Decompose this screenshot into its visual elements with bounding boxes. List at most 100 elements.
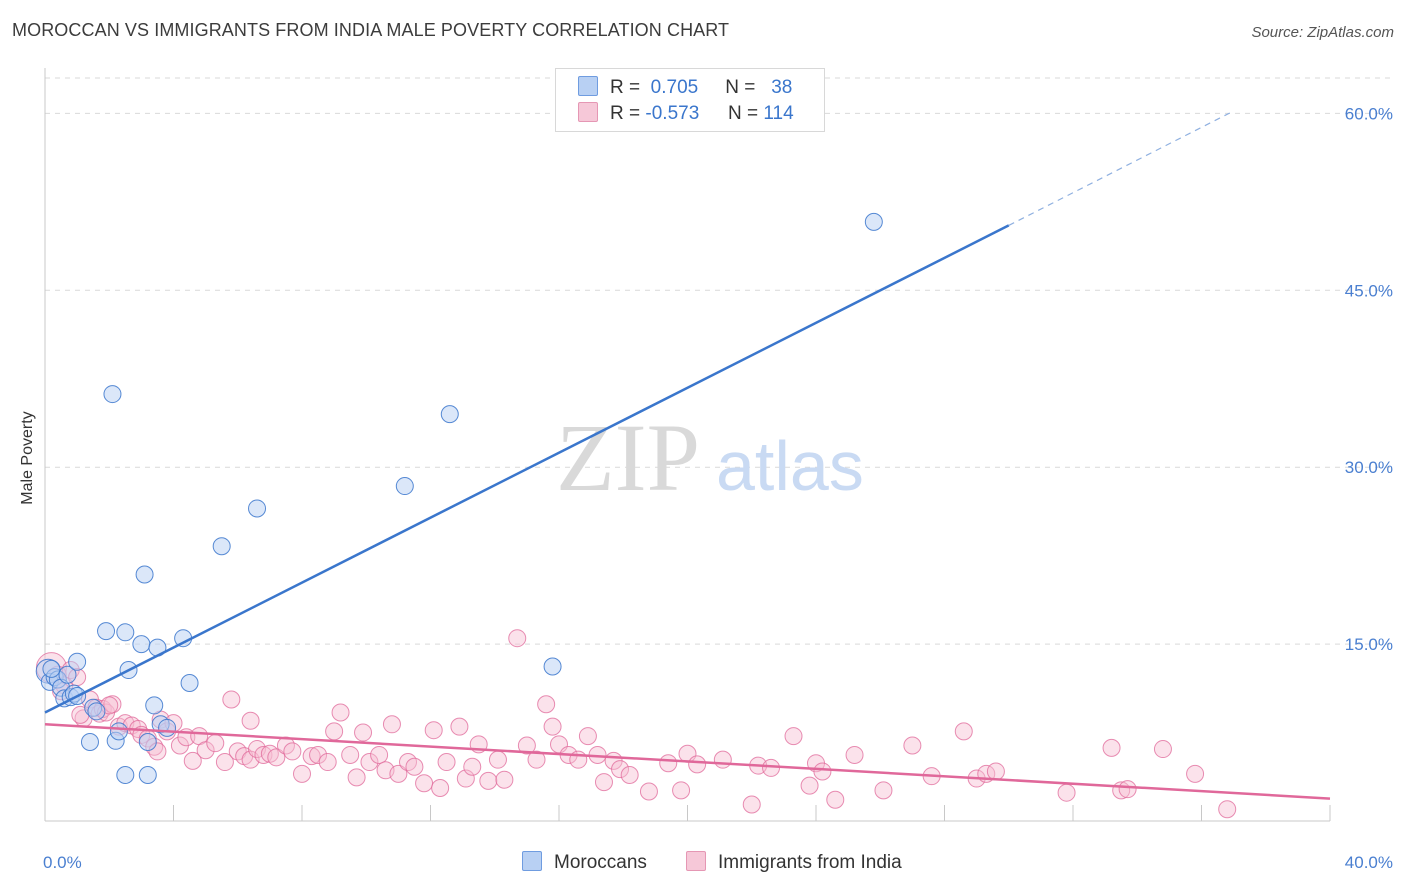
moroccan-point [158,718,177,737]
bottom-legend-swatch-blue [522,851,542,871]
moroccan-point [135,565,154,584]
india-point [1153,740,1172,759]
india-point [1057,783,1076,802]
india-point [826,790,845,809]
india-point [813,762,832,781]
india-point [508,629,527,648]
india-point [228,742,247,761]
moroccan-point [132,635,151,654]
india-point [183,751,202,770]
india-point [424,721,443,740]
legend-n-label: N = [727,103,759,124]
moroccan-point [80,732,99,751]
india-point [742,795,761,814]
bottom-legend-india: Immigrants from India [686,851,902,874]
india-point [611,760,630,779]
moroccan-point [864,212,883,231]
india-point [578,727,597,746]
moroccan-point [97,622,116,641]
legend-swatch-pink [578,102,598,122]
chart-title: MOROCCAN VS IMMIGRANTS FROM INDIA MALE P… [12,20,730,40]
india-point [488,750,507,769]
india-point [354,723,373,742]
india-point [399,753,418,772]
india-point [431,778,450,797]
india-point [517,736,536,755]
india-point [341,745,360,764]
moroccan-trend-line [44,224,1010,714]
india-point [241,711,260,730]
india-point [688,755,707,774]
watermark: ZIP atlas [556,404,864,511]
india-point [309,745,328,764]
india-point [215,753,234,772]
india-point [389,764,408,783]
bottom-legend-label: Moroccans [554,852,647,873]
moroccan-point [116,623,135,642]
moroccan-point [145,696,164,715]
moroccan-point [138,732,157,751]
india-point [222,690,241,709]
moroccan-point [212,537,231,556]
legend-swatch-blue [578,76,598,96]
moroccan-point [138,766,157,785]
india-trend-line [44,723,1331,800]
india-point [1118,780,1137,799]
india-point [325,722,344,741]
y-tick-label: 30.0% [1345,458,1393,477]
bottom-legend-moroccans: Moroccans [522,851,647,874]
legend-row-india: R = -0.573 N = 114 [578,102,794,126]
india-point [954,722,973,741]
gridlines [45,77,1395,645]
moroccan-point [440,405,459,424]
moroccan-point [42,659,61,678]
india-point [347,768,366,787]
y-tick-label: 15.0% [1345,635,1393,654]
india-point [543,717,562,736]
bottom-legend-swatch-pink [686,851,706,871]
india-point [437,753,456,772]
source-credit: Source: ZipAtlas.com [1251,24,1394,41]
moroccan-points [35,212,883,785]
india-point [450,717,469,736]
india-point [463,757,482,776]
india-point [659,754,678,773]
india-point [206,734,225,753]
moroccan-point [58,665,77,684]
india-point [639,782,658,801]
india-point [1102,738,1121,757]
india-points [35,629,1237,819]
legend-r-label: R = [610,77,641,98]
legend-r-value: -0.573 [645,103,700,124]
bottom-legend-label: Immigrants from India [718,852,902,873]
india-point [456,769,475,788]
india-point [762,758,781,777]
legend-row-moroccans: R = 0.705 N = 38 [578,76,792,100]
tick-labels: 15.0% 30.0% 45.0% 60.0% 0.0% 40.0% [43,104,1393,872]
india-point [1186,764,1205,783]
india-point [672,781,691,800]
india-point [196,741,215,760]
india-point [293,764,311,783]
legend-r-label: R = [610,103,641,124]
india-point [415,774,434,793]
india-point [283,742,302,761]
moroccan-point [103,385,122,404]
moroccan-point [68,652,87,671]
moroccan-trend-extension [1008,110,1234,226]
moroccan-point [248,499,267,518]
india-point [986,762,1005,781]
india-point [318,753,337,772]
x-tick-label: 40.0% [1345,853,1393,872]
india-point [382,715,401,734]
correlation-legend: R = 0.705 N = 38 R = -0.573 N = 114 [555,68,825,132]
moroccan-point [116,766,135,785]
india-point [527,750,546,769]
legend-n-label: N = [725,77,756,98]
watermark-zip: ZIP [556,404,700,511]
india-point [405,757,424,776]
moroccan-point [395,477,414,496]
india-point [620,766,639,785]
india-point [537,695,556,714]
